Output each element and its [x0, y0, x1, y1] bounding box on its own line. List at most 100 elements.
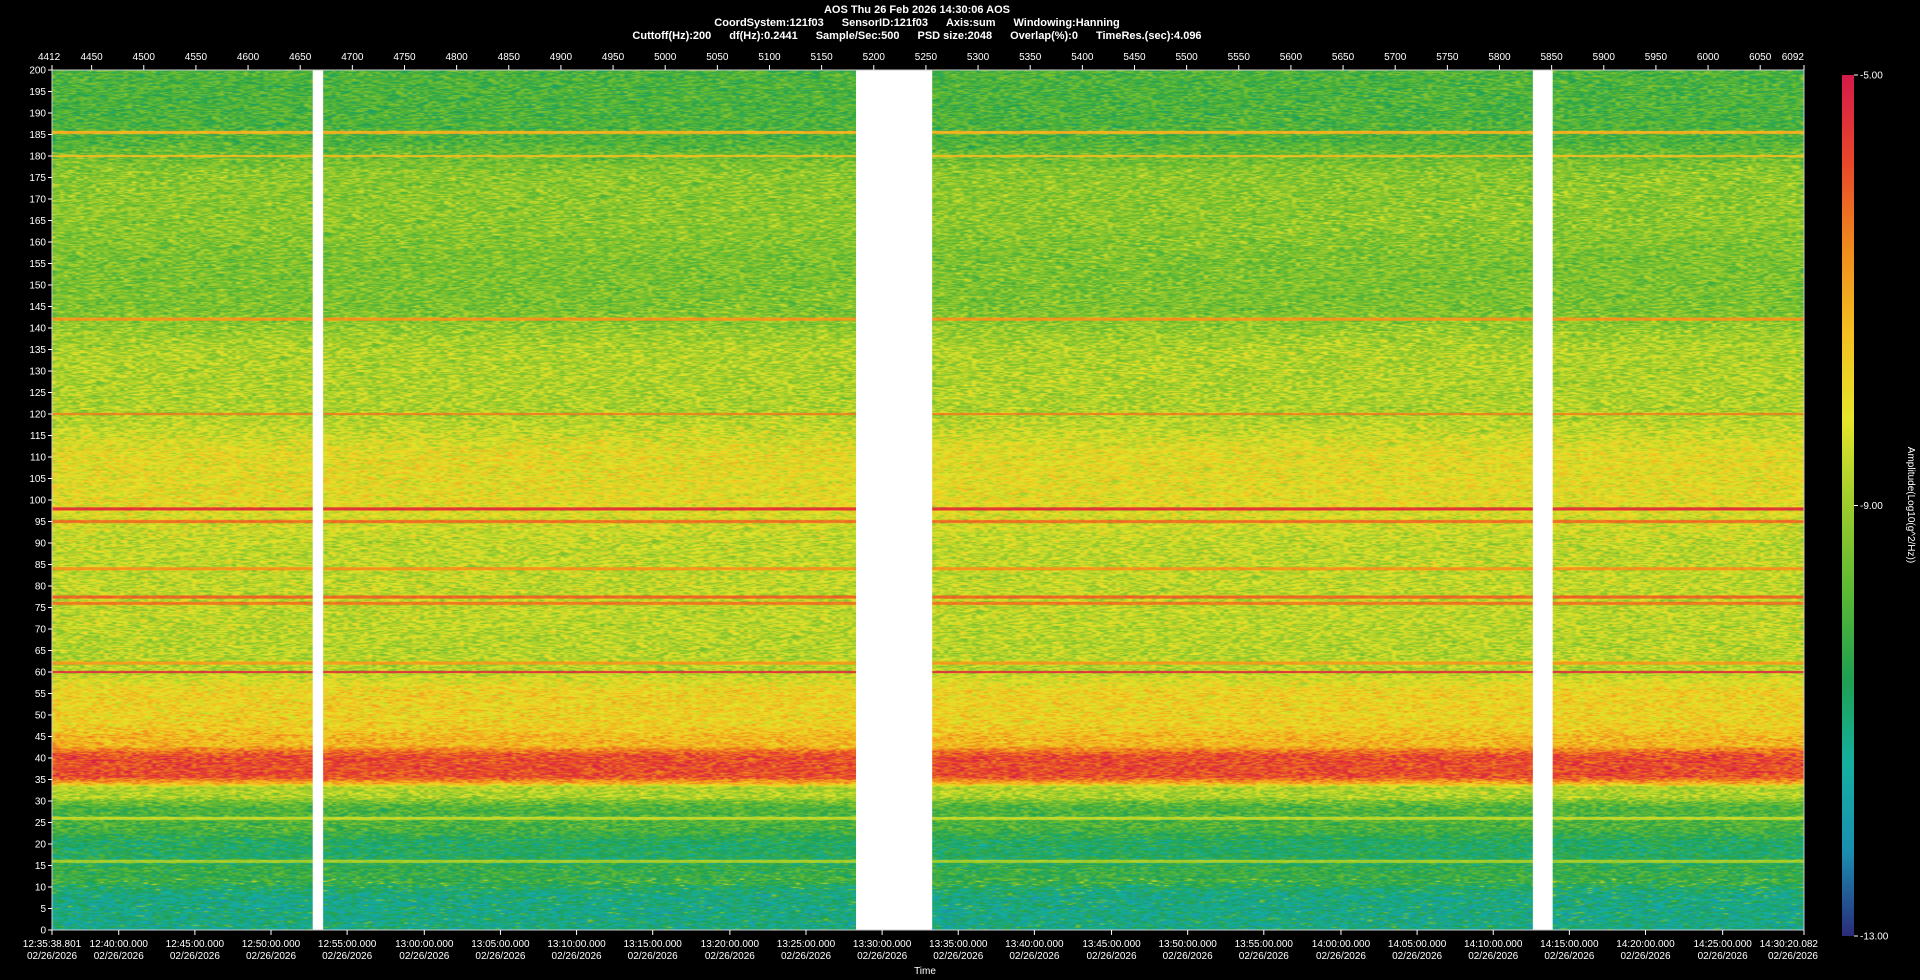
bottom-tick-time: 13:55:00.000 — [1235, 939, 1294, 950]
y-tick-label: 80 — [35, 582, 47, 593]
y-tick-label: 150 — [29, 281, 46, 292]
y-tick-label: 165 — [29, 216, 46, 227]
bottom-tick-date: 02/26/2026 — [1768, 951, 1818, 962]
top-tick-label: 5200 — [863, 52, 886, 63]
y-tick-label: 15 — [35, 861, 47, 872]
y-tick-label: 190 — [29, 109, 46, 120]
bottom-tick-date: 02/26/2026 — [1009, 951, 1059, 962]
bottom-tick-date: 02/26/2026 — [94, 951, 144, 962]
top-tick-label: 4950 — [602, 52, 625, 63]
top-tick-label: 6092 — [1782, 52, 1805, 63]
bottom-tick-time: 13:15:00.000 — [623, 939, 682, 950]
top-tick-label: 4850 — [498, 52, 521, 63]
bottom-tick-time: 13:40:00.000 — [1005, 939, 1064, 950]
top-tick-label: 5500 — [1176, 52, 1199, 63]
top-record-axis: 4412 4450 4500 4550 4600 4650 4700 4750 4800 4850… — [38, 52, 1805, 70]
y-tick-label: 185 — [29, 130, 46, 141]
data-gap — [1532, 70, 1553, 930]
top-tick-label: 4750 — [393, 52, 416, 63]
bottom-tick-time: 13:50:00.000 — [1158, 939, 1217, 950]
chart-title-block: AOS Thu 26 Feb 2026 14:30:06 AOS CoordSy… — [0, 4, 1834, 43]
y-tick-label: 20 — [35, 840, 47, 851]
bottom-tick-date: 02/26/2026 — [552, 951, 602, 962]
bottom-tick-time: 13:20:00.000 — [701, 939, 760, 950]
colorbar-tick-label: -5.00 — [1860, 71, 1883, 82]
y-tick-label: 110 — [30, 453, 46, 464]
header-field: CoordSystem:121f03 — [714, 17, 824, 29]
y-tick-label: 95 — [35, 517, 47, 528]
colorbar-label: Amplitude(Log10(g^2/Hz)) — [1905, 447, 1916, 563]
top-tick-label: 5350 — [1019, 52, 1042, 63]
bottom-tick-date: 02/26/2026 — [1468, 951, 1518, 962]
bottom-tick-time: 13:10:00.000 — [547, 939, 606, 950]
y-tick-label: 65 — [35, 646, 47, 657]
y-tick-label: 195 — [29, 87, 46, 98]
bottom-tick-time: 12:50:00.000 — [242, 939, 301, 950]
param-item: df(Hz):0.2441 — [729, 30, 798, 42]
top-tick-label: 5850 — [1541, 52, 1564, 63]
y-tick-label: 85 — [35, 560, 47, 571]
bottom-tick-time: 12:45:00.000 — [166, 939, 225, 950]
bottom-tick-date: 02/26/2026 — [1239, 951, 1289, 962]
bottom-tick-time: 12:40:00.000 — [90, 939, 149, 950]
top-tick-label: 5900 — [1593, 52, 1616, 63]
y-tick-label: 130 — [29, 367, 46, 378]
y-tick-label: 140 — [29, 324, 46, 335]
y-tick-label: 60 — [35, 668, 47, 679]
bottom-tick-date: 02/26/2026 — [1544, 951, 1594, 962]
bottom-tick-date: 02/26/2026 — [1163, 951, 1213, 962]
bottom-tick-date: 02/26/2026 — [781, 951, 831, 962]
y-tick-label: 25 — [35, 818, 47, 829]
y-tick-label: 5 — [40, 904, 46, 915]
bottom-tick-date: 02/26/2026 — [322, 951, 372, 962]
bottom-tick-time: 13:45:00.000 — [1082, 939, 1141, 950]
y-tick-label: 55 — [35, 689, 47, 700]
y-tick-label: 170 — [29, 195, 46, 206]
bottom-tick-time: 14:05:00.000 — [1388, 939, 1447, 950]
data-gap — [856, 70, 933, 930]
y-tick-label: 70 — [35, 625, 47, 636]
bottom-tick-time: 14:15:00.000 — [1540, 939, 1599, 950]
bottom-tick-date: 02/26/2026 — [1392, 951, 1442, 962]
bottom-tick-date: 02/26/2026 — [1620, 951, 1670, 962]
bottom-tick-date: 02/26/2026 — [475, 951, 525, 962]
top-tick-label: 5300 — [967, 52, 990, 63]
y-tick-label: 0 — [40, 926, 46, 937]
top-tick-label: 5450 — [1123, 52, 1146, 63]
y-tick-label: 175 — [29, 173, 46, 184]
top-tick-label: 4450 — [81, 52, 104, 63]
y-tick-label: 50 — [35, 711, 47, 722]
top-tick-label: 6050 — [1749, 52, 1772, 63]
bottom-tick-time: 13:05:00.000 — [471, 939, 530, 950]
y-tick-label: 105 — [29, 474, 46, 485]
bottom-tick-date: 02/26/2026 — [399, 951, 449, 962]
colorbar-tick-label: -9.00 — [1860, 501, 1883, 512]
header-field: Axis:sum — [945, 17, 996, 29]
top-tick-label: 4500 — [133, 52, 156, 63]
chart-params: Cuttoff(Hz):200 df(Hz):0.2441 Sample/Sec:5… — [0, 30, 1834, 43]
bottom-tick-date: 02/26/2026 — [933, 951, 983, 962]
bottom-tick-time: 13:25:00.000 — [777, 939, 836, 950]
colorbar[interactable] — [1842, 75, 1854, 936]
top-tick-label: 4550 — [185, 52, 208, 63]
y-tick-label: 155 — [29, 259, 46, 270]
top-tick-label: 4800 — [446, 52, 469, 63]
bottom-tick-time: 14:10:00.000 — [1464, 939, 1523, 950]
colorbar-ticks: -5.00 -9.00 -13.00 — [1854, 71, 1889, 943]
y-tick-label: 75 — [35, 603, 47, 614]
bottom-tick-date: 02/26/2026 — [1316, 951, 1366, 962]
header-field: Windowing:Hanning — [1013, 17, 1120, 29]
param-item: Cuttoff(Hz):200 — [632, 30, 712, 42]
top-tick-label: 5800 — [1488, 52, 1511, 63]
top-tick-label: 5250 — [915, 52, 938, 63]
y-tick-label: 115 — [30, 431, 46, 442]
param-item: Overlap(%):0 — [1010, 30, 1078, 42]
bottom-tick-time: 14:30:20.082 — [1760, 939, 1819, 950]
x-axis-label: Time — [914, 966, 936, 977]
bottom-tick-time: 14:00:00.000 — [1312, 939, 1371, 950]
top-tick-label: 4650 — [289, 52, 312, 63]
y-tick-label: 90 — [35, 539, 47, 550]
top-tick-label: 5050 — [706, 52, 729, 63]
top-tick-label: 5400 — [1071, 52, 1094, 63]
